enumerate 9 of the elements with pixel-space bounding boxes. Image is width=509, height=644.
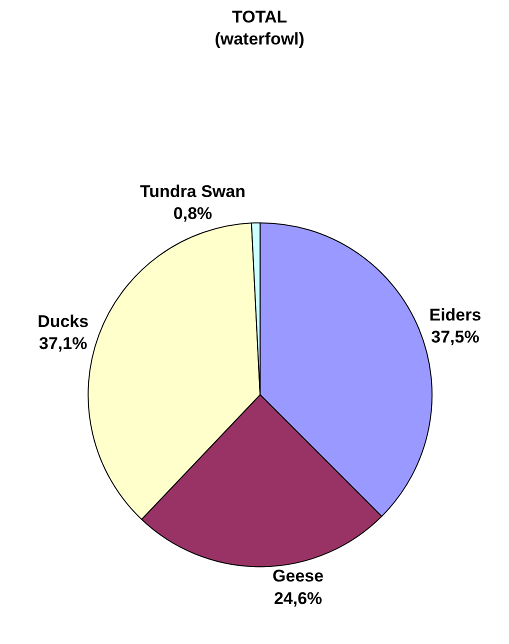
data-label: 37,1% bbox=[38, 334, 88, 354]
data-label: 37,5% bbox=[431, 328, 480, 347]
slice-label: Tundra Swan bbox=[140, 182, 246, 201]
data-label: 24,6% bbox=[274, 588, 322, 608]
data-label: 0,8% bbox=[173, 204, 212, 223]
slice-label: Ducks bbox=[38, 312, 89, 331]
chart-title: TOTAL (waterfowl) bbox=[214, 8, 304, 49]
slice-label: Eiders bbox=[429, 305, 482, 324]
slice-label: Geese bbox=[272, 566, 324, 586]
